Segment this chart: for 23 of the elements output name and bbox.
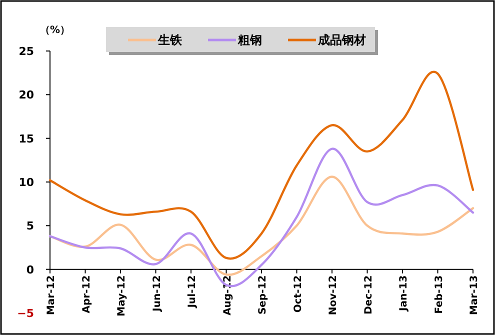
x-tick-label: Jun-12 xyxy=(152,275,163,312)
x-tick-label: Jul-12 xyxy=(187,275,198,309)
y-tick-label: 25 xyxy=(18,45,34,58)
y-tick-label: 5 xyxy=(26,220,34,233)
x-tick-label: Apr-12 xyxy=(81,275,92,314)
y-tick-label: −5 xyxy=(17,307,34,320)
y-tick-label: 10 xyxy=(18,176,34,189)
x-tick-label: Feb-13 xyxy=(434,275,445,314)
x-tick-label: May-12 xyxy=(116,275,128,316)
x-tick-label: Oct-12 xyxy=(292,275,304,313)
legend-label: 粗钢 xyxy=(237,33,262,47)
x-tick-label: Nov-12 xyxy=(328,275,339,316)
x-tick-label: Jan-13 xyxy=(398,275,410,312)
x-tick-label: Dec-12 xyxy=(363,275,374,314)
legend-label: 生铁 xyxy=(157,33,183,47)
x-tick-label: Sep-12 xyxy=(258,275,268,315)
legend-label: 成品钢材 xyxy=(317,33,366,47)
x-tick-label: Mar-13 xyxy=(469,275,480,316)
y-tick-label: 20 xyxy=(18,88,34,102)
x-tick-label: Mar-12 xyxy=(46,275,57,316)
y-tick-label: 0 xyxy=(26,263,34,276)
y-axis-title: （%） xyxy=(40,25,70,36)
y-tick-label: 15 xyxy=(18,132,34,146)
